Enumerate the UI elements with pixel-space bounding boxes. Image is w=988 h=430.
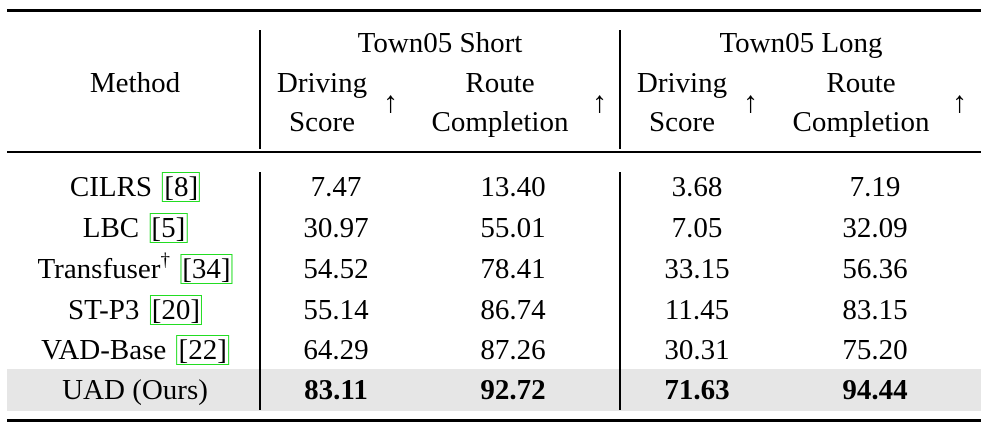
ds-short-cell: 7.47 — [310, 171, 362, 203]
header-route-short: Route — [465, 67, 535, 99]
ds-long-cell: 11.45 — [664, 294, 730, 326]
arrow-up-icon: ↑ — [592, 86, 607, 119]
ds-long-cell-ours: 71.63 — [664, 374, 730, 406]
method-cell: Transfuser† [34] — [37, 250, 233, 285]
citation-link[interactable]: [8] — [162, 171, 201, 203]
ds-short-cell: 30.97 — [303, 212, 369, 244]
header-group-long: Town05 Long — [719, 27, 883, 59]
header-method: Method — [89, 67, 181, 99]
method-cell: CILRS [8] — [69, 171, 201, 203]
rc-long-cell: 56.36 — [842, 253, 908, 285]
citation-link[interactable]: [22] — [176, 334, 229, 366]
ds-long-cell: 7.05 — [671, 212, 723, 244]
rc-short-cell: 78.41 — [480, 253, 546, 285]
bottom-rule — [7, 419, 981, 422]
header-score-short: Score — [288, 106, 356, 138]
header-route-long: Route — [826, 67, 896, 99]
divider-groups-header — [619, 30, 621, 149]
ds-long-cell: 3.68 — [671, 171, 723, 203]
ds-short-cell-ours: 83.11 — [304, 374, 368, 406]
header-completion-short: Completion — [431, 106, 569, 138]
method-cell: VAD-Base [22] — [41, 334, 229, 366]
header-driving-short: Driving — [276, 67, 368, 99]
header-completion-long: Completion — [792, 106, 930, 138]
method-cell: LBC [5] — [82, 212, 188, 244]
rc-long-cell: 75.20 — [842, 334, 908, 366]
rc-short-cell: 55.01 — [480, 212, 546, 244]
rc-long-cell: 32.09 — [842, 212, 908, 244]
arrow-up-icon: ↑ — [952, 86, 967, 119]
header-score-long: Score — [648, 106, 716, 138]
header-group-short: Town05 Short — [357, 27, 523, 59]
rc-short-cell: 87.26 — [480, 334, 546, 366]
citation-link[interactable]: [5] — [149, 212, 188, 244]
top-rule — [7, 9, 981, 12]
divider-method-body — [259, 172, 261, 410]
rc-short-cell: 13.40 — [480, 171, 546, 203]
method-cell-ours: UAD (Ours) — [62, 374, 208, 406]
header-driving-long: Driving — [636, 67, 728, 99]
dagger-mark: † — [160, 250, 170, 271]
rc-short-cell-ours: 92.72 — [480, 374, 546, 406]
rc-short-cell: 86.74 — [480, 294, 546, 326]
arrow-up-icon: ↑ — [743, 86, 758, 119]
citation-link[interactable]: [34] — [180, 253, 233, 285]
ds-short-cell: 55.14 — [303, 294, 369, 326]
method-cell: ST-P3 [20] — [67, 294, 203, 326]
arrow-up-icon: ↑ — [383, 86, 398, 119]
ds-long-cell: 30.31 — [664, 334, 730, 366]
citation-link[interactable]: [20] — [149, 294, 203, 326]
ds-long-cell: 33.15 — [664, 253, 730, 285]
ours-row-highlight — [7, 369, 981, 411]
ds-short-cell: 64.29 — [303, 334, 369, 366]
rc-long-cell: 7.19 — [849, 171, 901, 203]
ds-short-cell: 54.52 — [303, 253, 369, 285]
rc-long-cell-ours: 94.44 — [842, 374, 908, 406]
rc-long-cell: 83.15 — [842, 294, 908, 326]
divider-groups-body — [619, 172, 621, 410]
divider-method-header — [259, 30, 261, 149]
mid-rule — [7, 151, 981, 153]
